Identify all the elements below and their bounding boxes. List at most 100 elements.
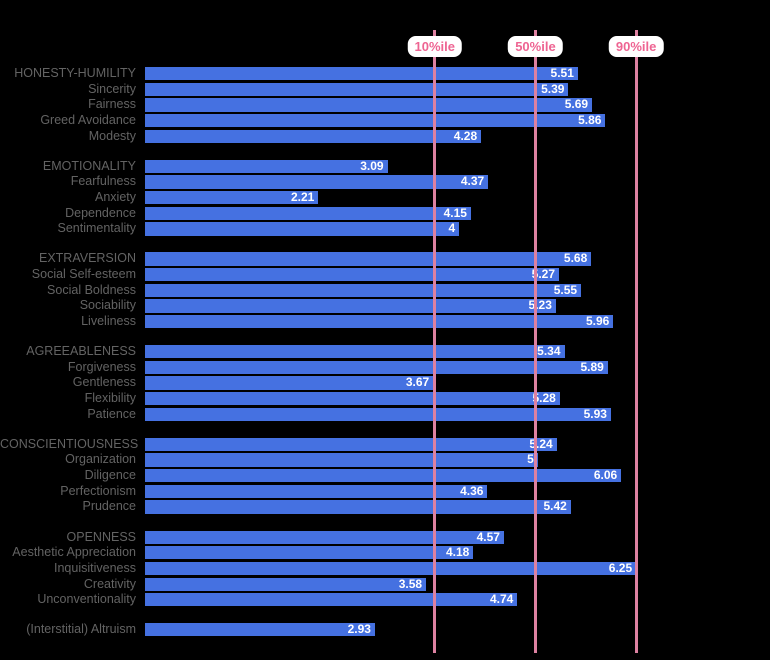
facet-label: Forgiveness [67, 359, 136, 374]
facet-label: Greed Avoidance [40, 113, 136, 127]
score-bar: 5.51 [144, 66, 578, 81]
score-bar: 5.28 [144, 391, 560, 406]
facet-label: Aesthetic Appreciation [12, 545, 136, 560]
facet-label: Fairness [88, 97, 136, 112]
score-bar: 4.57 [144, 529, 504, 544]
score-value: 5.24 [529, 436, 553, 451]
score-value: 4.28 [453, 128, 478, 143]
score-bar: 5.96 [144, 314, 614, 329]
facet-label: Dependence [65, 205, 136, 220]
score-bar: 5.93 [144, 406, 611, 422]
factor-label: EXTRAVERSION [38, 251, 136, 266]
score-value: 5.89 [580, 359, 604, 374]
score-bar: 4.28 [144, 128, 482, 143]
score-bar: 5.86 [144, 113, 606, 128]
score-bar: 3.09 [144, 158, 388, 173]
factor-label: OPENNESS [66, 529, 136, 544]
percentile-label-90: 90%ile [608, 36, 664, 57]
score-value: 2.93 [347, 622, 371, 637]
score-value: 4.74 [489, 592, 514, 607]
facet-label: Sincerity [88, 81, 136, 96]
score-value: 5 [527, 452, 534, 467]
score-value: 3.67 [405, 375, 430, 390]
score-value: 6.06 [593, 468, 618, 483]
percentile-line [634, 30, 638, 653]
score-value: 4.18 [445, 545, 470, 560]
score-value: 5.96 [585, 314, 610, 329]
facet-label: Organization [65, 452, 136, 467]
score-bar: 5.39 [144, 81, 569, 96]
score-bar: 5.27 [144, 267, 560, 282]
score-bar: 4 [144, 221, 460, 236]
score-bar: 5.42 [144, 499, 571, 514]
facet-label: Anxiety [95, 190, 136, 205]
score-bar: 5 [144, 452, 538, 467]
score-bar: 5.23 [144, 298, 556, 313]
factor-label: CONSCIENTIOUSNESS [0, 436, 139, 451]
score-bar: 2.93 [144, 622, 375, 637]
facet-label: (Interstitial) Altruism [26, 622, 136, 637]
percentile-label-50: 50%ile [508, 36, 563, 57]
facet-label: Fearfulness [70, 174, 136, 189]
factor-label: EMOTIONALITY [42, 158, 136, 173]
score-value: 5.28 [532, 391, 556, 406]
facet-label: Sentimentality [57, 221, 136, 236]
facet-label: Social Boldness [47, 282, 136, 297]
score-value: 5.69 [564, 97, 589, 112]
facet-label: Social Self-esteem [31, 267, 136, 282]
factor-label: AGREEABLENESS [26, 344, 136, 359]
score-value: 4.15 [443, 205, 467, 220]
facet-label: Unconventionality [37, 592, 136, 607]
score-value: 4.57 [476, 529, 500, 544]
score-value: 5.51 [550, 66, 574, 80]
score-bar: 3.67 [144, 375, 434, 390]
facet-label: Perfectionism [60, 483, 136, 498]
factor-label: HONESTY-HUMILITY [14, 66, 136, 80]
score-bar: 6.25 [144, 560, 637, 576]
score-bar: 5.69 [144, 97, 593, 112]
score-value: 4.37 [460, 174, 485, 189]
score-bar: 4.36 [144, 483, 488, 499]
score-value: 5.27 [531, 267, 556, 282]
score-value: 4 [448, 221, 456, 236]
facet-label: Inquisitiveness [54, 560, 136, 575]
score-bar: 5.68 [144, 251, 592, 266]
facet-label: Patience [87, 406, 136, 421]
facet-label: Creativity [83, 576, 136, 591]
facet-label: Flexibility [84, 391, 136, 406]
score-bar: 4.37 [144, 174, 489, 189]
score-bar: 3.58 [144, 576, 427, 591]
score-value: 4.36 [460, 483, 484, 498]
percentile-line [533, 30, 537, 653]
score-bar: 5.89 [144, 359, 608, 375]
score-bar: 2.21 [144, 190, 319, 205]
score-bar: 5.34 [144, 344, 565, 359]
score-value: 5.34 [537, 344, 561, 359]
score-bar: 6.06 [144, 468, 622, 483]
score-value: 5.42 [543, 499, 567, 514]
score-value: 5.39 [541, 81, 565, 96]
score-value: 6.25 [608, 560, 633, 575]
score-value: 2.21 [290, 190, 315, 205]
score-bar: 4.74 [144, 592, 518, 607]
facet-label: Liveliness [81, 314, 136, 329]
score-bar: 5.55 [144, 282, 582, 298]
facet-label: Prudence [82, 499, 136, 514]
score-value: 5.68 [563, 251, 588, 266]
score-value: 5.55 [553, 282, 578, 297]
facet-label: Modesty [88, 128, 136, 143]
score-bar: 5.24 [144, 436, 557, 452]
score-value: 3.58 [398, 576, 423, 591]
facet-label: Sociability [79, 298, 136, 313]
score-value: 5.86 [578, 113, 602, 127]
percentile-label-10: 10%ile [407, 36, 462, 57]
score-value: 5.23 [528, 298, 552, 313]
score-value: 5.93 [583, 406, 607, 421]
facet-label: Gentleness [72, 375, 136, 390]
facet-label: Diligence [84, 468, 136, 483]
score-bar: 4.15 [144, 205, 471, 220]
score-value: 3.09 [360, 158, 384, 173]
percentile-line [433, 30, 437, 653]
score-bar: 4.18 [144, 545, 474, 560]
